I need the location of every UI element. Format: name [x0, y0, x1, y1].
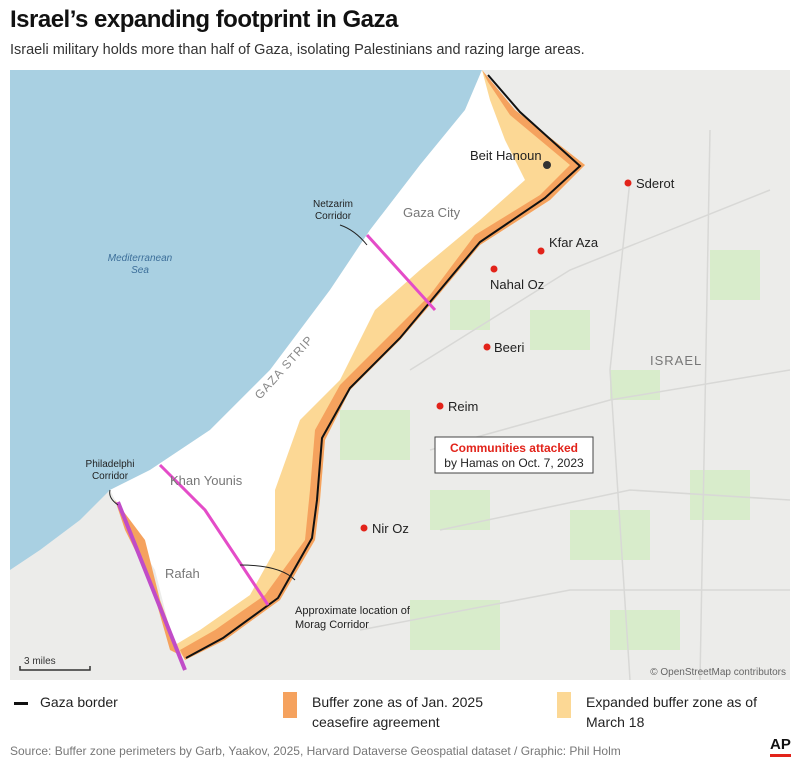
label-philadelphi-2: Corridor — [92, 471, 129, 482]
legend-jan: Buffer zone as of Jan. 2025 ceasefire ag… — [312, 694, 483, 730]
label-gaza-city: Gaza City — [403, 205, 461, 220]
border-line-swatch — [14, 701, 28, 705]
label-rafah: Rafah — [165, 566, 200, 581]
label-kfar-aza: Kfar Aza — [549, 235, 599, 250]
label-nahal-oz: Nahal Oz — [490, 277, 544, 292]
mediterranean-sea — [10, 70, 482, 570]
legend-border: Gaza border — [14, 692, 118, 712]
label-sea-1: Mediterranean — [108, 253, 173, 264]
legend-march: Expanded buffer zone as of March 18 — [586, 694, 757, 730]
label-beeri: Beeri — [494, 340, 524, 355]
label-morag-2: Morag Corridor — [295, 619, 369, 631]
buffer-zone-march — [175, 70, 585, 660]
gaza-border — [185, 74, 582, 659]
communities: Sderot Kfar Aza Nahal Oz Beeri Reim Nir … — [360, 176, 675, 536]
page-subtitle: Israeli military holds more than half of… — [10, 42, 585, 58]
label-beit-hanoun: Beit Hanoun — [470, 148, 542, 163]
roads — [359, 129, 790, 680]
green-areas — [340, 250, 760, 650]
label-nir-oz: Nir Oz — [372, 521, 409, 536]
label-netzarim-2: Corridor — [315, 211, 352, 222]
label-netzarim-1: Netzarim — [313, 199, 353, 210]
label-sea-2: Sea — [131, 265, 149, 276]
ap-logo: AP — [770, 737, 791, 757]
callout-text: by Hamas on Oct. 7, 2023 — [444, 456, 584, 470]
scale-bar — [19, 666, 91, 671]
callout-title: Communities attacked — [450, 441, 578, 455]
morag-corridor — [158, 463, 270, 606]
buffer-march-swatch — [557, 692, 571, 718]
label-israel: ISRAEL — [650, 353, 702, 368]
attribution: © OpenStreetMap contributors — [650, 667, 786, 678]
label-reim: Reim — [448, 399, 478, 414]
scale-label: 3 miles — [24, 656, 56, 667]
philadelphi-corridor — [116, 501, 187, 671]
netzarim-corridor — [365, 233, 437, 312]
label-philadelphi-1: Philadelphi — [86, 459, 135, 470]
callout-box — [434, 436, 594, 474]
source-credit: Source: Buffer zone perimeters by Garb, … — [10, 744, 621, 758]
page-title: Israel’s expanding footprint in Gaza — [10, 6, 398, 33]
legend-border-label: Gaza border — [40, 694, 118, 710]
label-morag-1: Approximate location of — [295, 605, 411, 617]
beit-hanoun-dot — [543, 161, 551, 169]
buffer-jan-swatch — [283, 692, 297, 718]
leader-lines — [109, 224, 368, 581]
label-khan-younis: Khan Younis — [170, 473, 243, 488]
map: Beit Hanoun Gaza City Khan Younis Rafah … — [10, 70, 790, 680]
label-sderot: Sderot — [636, 176, 675, 191]
